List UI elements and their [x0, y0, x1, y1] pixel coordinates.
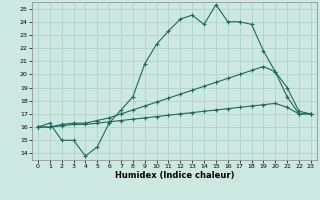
X-axis label: Humidex (Indice chaleur): Humidex (Indice chaleur)	[115, 171, 234, 180]
